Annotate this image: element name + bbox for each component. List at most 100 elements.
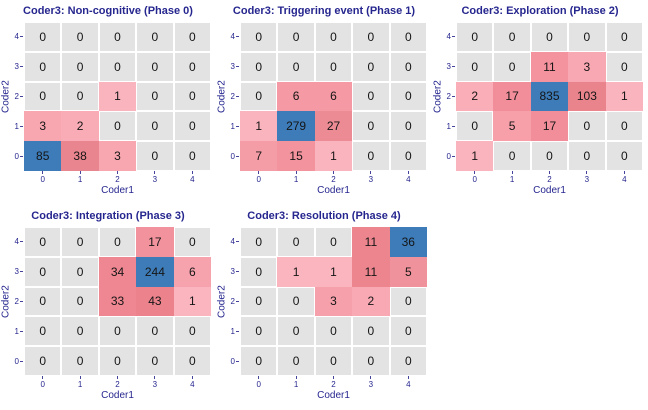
y-tick: 2 (12, 82, 24, 112)
y-tick: 4 (444, 22, 456, 52)
panel-title: Coder3: Triggering event (Phase 1) (232, 5, 416, 17)
x-tick-label: 3 (368, 380, 374, 389)
heatmap-cell: 0 (277, 346, 315, 376)
y-tick-labels: 4 3 2 1 0 (444, 22, 456, 171)
y-tick-label: 1 (230, 326, 235, 336)
x-tick-mark-icon (332, 376, 334, 379)
y-tick: 0 (444, 141, 456, 171)
y-tick-label: 2 (230, 91, 235, 101)
x-tick-label: 2 (115, 175, 120, 184)
x-tick-label: 4 (190, 380, 195, 389)
heatmap-cell: 17 (136, 227, 174, 257)
heatmap-cell: 0 (389, 111, 427, 142)
x-tick-mark-icon (79, 376, 81, 379)
x-tick-label: 0 (472, 175, 477, 184)
heatmap-cell: 0 (24, 286, 62, 317)
heatmap-cell: 1 (456, 141, 494, 171)
heatmap-cell: 0 (389, 286, 427, 317)
x-tick: 3 (136, 171, 173, 184)
heatmap-cell: 0 (173, 111, 211, 142)
x-tick-mark-icon (116, 171, 118, 174)
y-tick-label: 4 (230, 32, 235, 42)
x-tick-label: 2 (331, 175, 336, 184)
heatmap-cell: 0 (24, 227, 62, 257)
y-tick-mark-icon (20, 125, 23, 127)
x-tick-mark-icon (474, 171, 476, 174)
heatmap-cell: 0 (605, 51, 643, 82)
y-tick: 3 (444, 52, 456, 82)
heatmap-cell: 0 (605, 22, 643, 52)
heatmap-cell: 0 (173, 227, 211, 257)
panel-title: Coder3: Exploration (Phase 2) (461, 5, 619, 17)
x-tick: 3 (568, 171, 605, 184)
heatmap-cell: 0 (389, 346, 427, 376)
heatmap-cell: 0 (277, 316, 315, 347)
heatmap-cell: 33 (98, 286, 137, 317)
heatmap-cell: 0 (240, 286, 278, 317)
y-tick: 4 (12, 227, 24, 257)
x-tick-mark-icon (295, 376, 297, 379)
heatmap-cell: 43 (136, 286, 174, 317)
y-tick: 3 (12, 257, 24, 287)
x-tick-label: 2 (115, 380, 120, 389)
y-tick: 0 (12, 346, 24, 376)
y-tick-mark-icon (236, 66, 239, 68)
y-tick-label: 4 (14, 237, 19, 247)
heatmap-cell: 0 (568, 141, 606, 171)
heatmap-cell: 0 (61, 81, 99, 112)
panel-title: Coder3: Non-cognitive (Phase 0) (23, 5, 193, 17)
x-tick: 4 (390, 376, 427, 389)
x-tick: 3 (352, 376, 389, 389)
heatmap-grid: 0 0 0 0 0 0 0 11 3 0 2 17 835 103 1 0 5 17 0 0 1 0 0 0 0 (456, 22, 643, 171)
y-tick-mark-icon (452, 125, 455, 127)
heatmap-cell: 0 (61, 227, 99, 257)
heatmap-panel-1: Coder3: Triggering event (Phase 1) Coder2… (216, 0, 432, 205)
heatmap-cell: 0 (352, 111, 390, 142)
heatmap-cell: 0 (98, 22, 137, 52)
heatmap-cell: 17 (530, 111, 569, 142)
x-tick: 1 (277, 171, 314, 184)
y-tick: 2 (12, 287, 24, 317)
heatmap-cell: 0 (277, 286, 315, 317)
y-tick: 1 (228, 316, 240, 346)
heatmap-grid: 0 0 0 17 0 0 0 34 244 6 0 0 33 43 1 0 0 0 0 0 0 0 0 0 0 (24, 227, 211, 376)
plot-area-row: Coder2 4 3 2 1 0 0 0 0 0 0 0 0 0 0 0 0 0 1 0 0 3 2 0 0 0 85 38 3 0 0 (0, 22, 216, 171)
heatmap-cell: 0 (352, 346, 390, 376)
heatmap-cell: 0 (136, 111, 174, 142)
heatmap-cell: 15 (277, 141, 315, 171)
x-tick-label: 1 (293, 380, 299, 389)
plot-area-row: Coder2 4 3 2 1 0 0 0 0 0 0 0 0 0 0 0 0 6 6 0 0 1 279 27 0 0 7 15 1 0 0 (216, 22, 432, 171)
heatmap-cell: 0 (61, 256, 99, 287)
heatmap-cell: 0 (240, 81, 278, 112)
y-tick-mark-icon (20, 95, 23, 97)
y-tick: 3 (228, 257, 240, 287)
x-tick: 1 (277, 376, 314, 389)
x-tick-mark-icon (258, 376, 260, 379)
y-axis-title: Coder2 (432, 80, 444, 113)
y-tick-mark-icon (20, 360, 23, 362)
heatmap-cell: 0 (24, 22, 62, 52)
heatmap-cell: 0 (240, 22, 278, 52)
heatmap-cell: 2 (61, 111, 99, 142)
y-tick: 1 (444, 111, 456, 141)
x-tick-label: 0 (40, 175, 45, 184)
x-tick-label: 1 (77, 380, 83, 389)
y-tick: 1 (12, 316, 24, 346)
heatmap-cell: 103 (568, 81, 606, 112)
heatmap-cell: 0 (277, 227, 315, 257)
heatmap-cell: 0 (568, 111, 606, 142)
heatmap-cell: 6 (314, 81, 353, 112)
heatmap-cell: 0 (24, 51, 62, 82)
heatmap-cell: 0 (61, 286, 99, 317)
y-tick-label: 0 (14, 151, 19, 161)
x-tick-mark-icon (154, 376, 156, 379)
heatmap-cell: 3 (24, 111, 62, 142)
heatmap-cell: 0 (568, 22, 606, 52)
heatmap-cell: 3 (98, 141, 137, 171)
y-tick-mark-icon (20, 66, 23, 68)
heatmap-cell: 0 (173, 346, 211, 376)
heatmap-cell: 1 (314, 141, 353, 171)
x-tick-mark-icon (258, 171, 260, 174)
x-tick-mark-icon (511, 171, 513, 174)
heatmap-cell: 1 (277, 256, 315, 287)
